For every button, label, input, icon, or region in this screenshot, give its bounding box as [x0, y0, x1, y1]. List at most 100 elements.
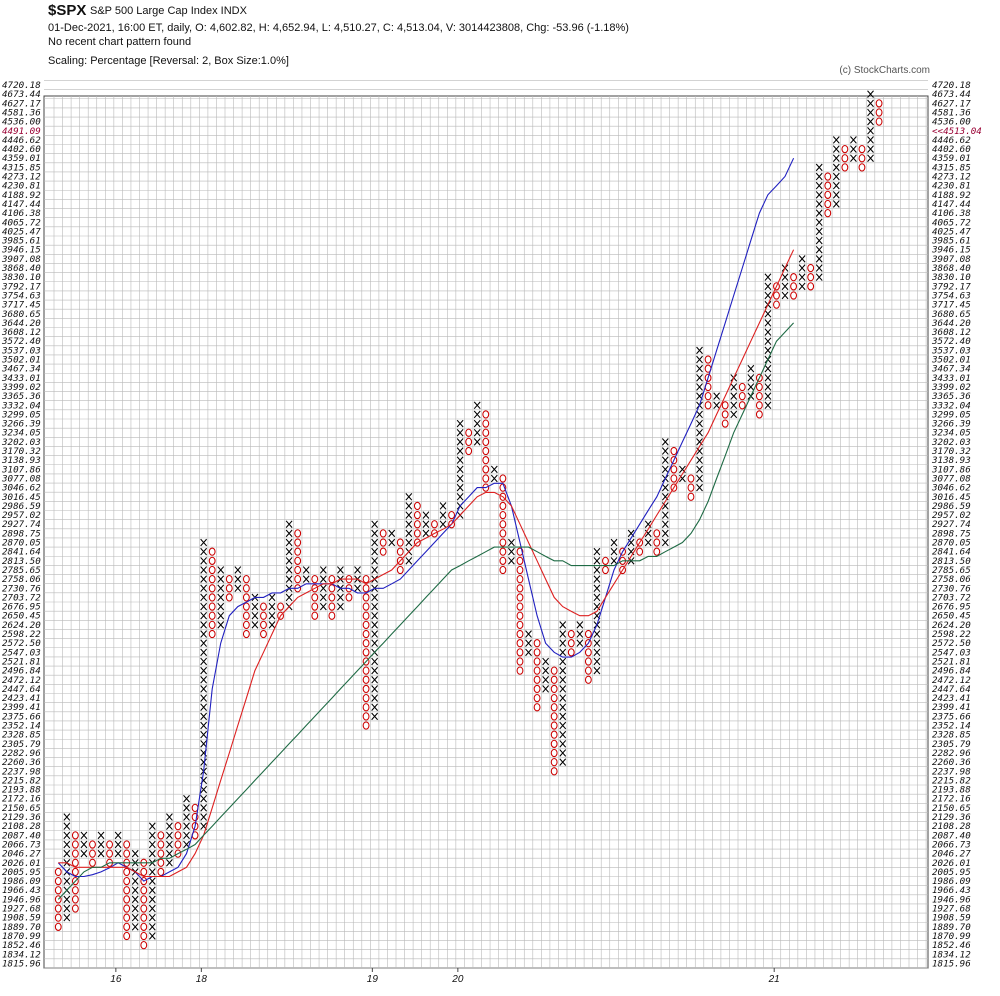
x-mark — [593, 557, 601, 565]
x-mark — [405, 493, 413, 501]
o-mark — [687, 492, 695, 501]
x-mark — [798, 264, 806, 272]
x-column — [200, 538, 208, 830]
x-mark — [661, 529, 669, 538]
x-mark — [183, 822, 190, 830]
y-tick-label-left: 2129.36 — [2, 812, 41, 823]
y-tick-label-right: 3266.39 — [931, 419, 971, 430]
x-mark — [559, 621, 567, 629]
x-mark — [747, 383, 755, 391]
x-mark — [114, 831, 122, 840]
x-mark — [815, 255, 823, 263]
o-mark — [71, 858, 79, 867]
o-column — [379, 529, 387, 556]
o-mark — [242, 602, 250, 611]
x-mark — [200, 557, 208, 565]
x-mark — [200, 639, 208, 647]
x-mark — [371, 685, 379, 693]
x-mark — [764, 328, 772, 336]
y-tick-label-left: 2066.73 — [2, 839, 41, 850]
o-mark — [499, 529, 507, 538]
y-tick-label-right: 3332.04 — [931, 400, 971, 411]
x-mark — [696, 419, 703, 428]
x-column — [610, 538, 618, 565]
o-mark — [362, 712, 370, 721]
x-mark — [285, 520, 293, 528]
o-mark — [602, 565, 609, 575]
o-mark — [550, 767, 558, 776]
x-mark — [234, 584, 242, 593]
quote-line: 01-Dec-2021, 16:00 ET, daily, O: 4,602.8… — [48, 22, 629, 34]
y-tick-label-right: 2375.66 — [932, 711, 971, 722]
y-tick-label-right: 2650.45 — [932, 611, 971, 622]
x-column — [319, 566, 327, 611]
y-tick-label-left: 2087.40 — [2, 830, 41, 841]
y-tick-label-left: 3266.39 — [1, 419, 41, 430]
x-mark — [832, 154, 840, 162]
x-mark — [593, 575, 601, 583]
y-tick-label-left: 3644.20 — [1, 318, 41, 329]
x-mark — [63, 813, 71, 821]
x-mark — [148, 840, 156, 849]
y-tick-label-right: 2260.36 — [932, 757, 971, 768]
o-mark — [362, 620, 370, 630]
y-tick-label-left: 1927.68 — [2, 904, 41, 915]
x-mark — [559, 703, 567, 711]
x-mark — [63, 913, 71, 922]
x-mark — [473, 410, 481, 419]
x-mark — [456, 419, 464, 428]
x-mark — [559, 758, 567, 766]
o-mark — [379, 547, 387, 556]
y-tick-label-left: 2046.27 — [2, 849, 41, 860]
x-column — [559, 621, 567, 766]
x-mark — [696, 428, 703, 437]
x-mark — [815, 227, 823, 236]
x-mark — [508, 547, 515, 556]
o-column — [824, 172, 832, 218]
x-mark — [867, 117, 874, 126]
x-mark — [696, 474, 703, 483]
x-mark — [764, 374, 772, 382]
x-mark — [422, 520, 430, 528]
o-mark — [721, 419, 729, 428]
x-mark — [832, 191, 840, 199]
y-tick-label-left: 2957.02 — [2, 510, 41, 521]
y-tick-label-left: 3717.45 — [1, 300, 41, 311]
o-mark — [533, 675, 541, 684]
x-mark — [405, 538, 413, 547]
x-mark — [200, 676, 208, 684]
y-tick-label-left: 2676.95 — [2, 602, 41, 613]
x-mark — [576, 639, 584, 647]
x-mark — [131, 913, 139, 922]
x-mark — [285, 575, 293, 583]
o-mark — [208, 620, 216, 630]
x-mark — [200, 703, 208, 711]
y-tick-label-right: 2730.76 — [932, 583, 971, 594]
x-mark — [610, 538, 618, 547]
o-mark — [533, 639, 541, 648]
o-mark — [174, 831, 182, 840]
x-column — [508, 538, 515, 565]
o-mark — [208, 547, 216, 556]
y-tick-label-left: 4315.85 — [2, 162, 41, 173]
x-mark — [661, 456, 669, 464]
x-mark — [371, 621, 379, 629]
o-mark — [687, 483, 695, 492]
o-mark — [345, 593, 353, 602]
y-tick-label-left: 3170.32 — [1, 446, 41, 457]
x-mark — [559, 648, 567, 657]
y-tick-label-left: 2703.72 — [2, 592, 41, 603]
x-mark — [131, 895, 139, 904]
x-mark — [815, 236, 823, 245]
y-tick-label-right: 4315.85 — [932, 162, 971, 173]
o-column — [584, 629, 592, 684]
y-tick-label-left: 2399.41 — [2, 702, 41, 713]
o-mark — [670, 474, 678, 483]
x-mark — [371, 557, 379, 565]
x-mark — [371, 538, 379, 547]
x-mark — [148, 877, 156, 885]
o-mark — [773, 282, 780, 291]
o-mark — [123, 904, 131, 913]
o-mark — [362, 721, 370, 730]
x-tick-label: 21 — [768, 974, 780, 985]
